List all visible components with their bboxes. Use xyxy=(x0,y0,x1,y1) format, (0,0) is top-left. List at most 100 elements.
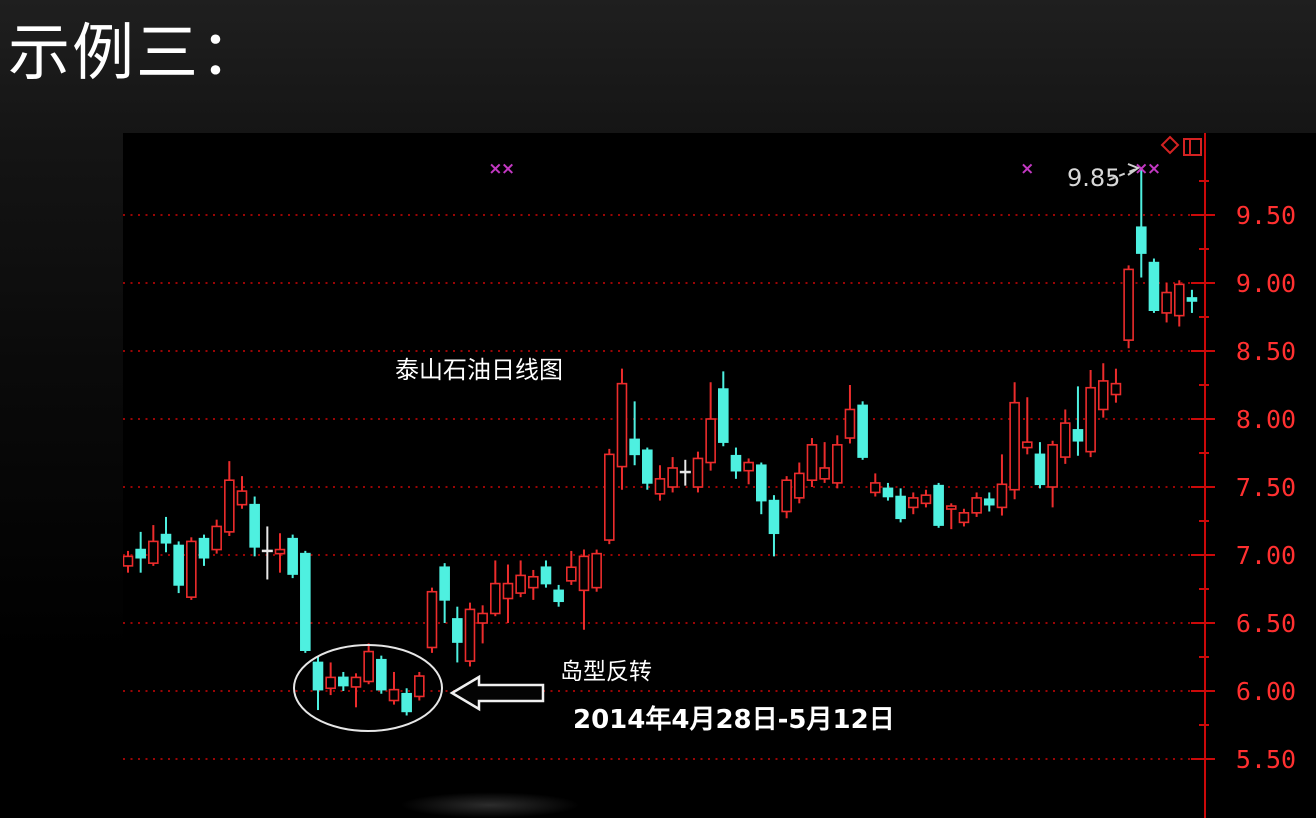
candle xyxy=(933,482,944,528)
candle xyxy=(945,503,957,530)
candle xyxy=(490,560,501,617)
candle-body xyxy=(591,552,602,589)
peak-pointer-arrow-icon xyxy=(1108,163,1141,181)
candle xyxy=(718,371,729,447)
island-reversal-label: 岛型反转 xyxy=(560,659,652,685)
candle xyxy=(907,492,919,515)
candle xyxy=(528,569,539,600)
candle xyxy=(958,508,970,527)
candle-body xyxy=(1161,291,1172,314)
candle xyxy=(350,673,362,708)
candle xyxy=(604,448,615,545)
candle-body xyxy=(705,418,716,464)
candle xyxy=(160,516,172,553)
candle xyxy=(249,496,260,557)
date-range-label: 2014年4月28日-5月12日 xyxy=(573,704,895,735)
candle-body xyxy=(376,658,387,691)
candle xyxy=(1059,409,1071,464)
candle xyxy=(996,454,1008,516)
candle-body xyxy=(211,525,222,551)
candle xyxy=(1173,280,1185,327)
candle xyxy=(338,671,349,691)
candle xyxy=(1072,386,1084,456)
candle xyxy=(667,457,678,493)
candle-body xyxy=(718,388,729,443)
candle xyxy=(224,461,235,536)
candle-body xyxy=(578,555,590,592)
candle xyxy=(376,655,387,694)
candle xyxy=(730,447,742,479)
diamond-icon[interactable] xyxy=(1160,135,1180,155)
candle xyxy=(566,550,577,585)
candle xyxy=(287,534,298,579)
candle-body xyxy=(781,479,792,513)
candle xyxy=(274,533,286,573)
candle-body xyxy=(1110,382,1122,396)
candle xyxy=(312,657,324,711)
candle-body xyxy=(160,533,172,544)
chart-window-controls xyxy=(1160,135,1202,156)
candle-body xyxy=(540,566,552,585)
candle xyxy=(768,495,780,557)
island-arrow-icon xyxy=(449,674,545,712)
chart-title: 泰山石油日线图 xyxy=(395,356,563,384)
candle xyxy=(629,401,640,466)
candle-body xyxy=(1097,380,1109,411)
candle-body xyxy=(692,457,704,488)
candle-body xyxy=(300,552,311,652)
candle-body xyxy=(920,494,932,505)
candle-body xyxy=(667,467,678,488)
candle xyxy=(426,587,438,653)
candle xyxy=(211,519,222,554)
y-tick-label: 8.00 xyxy=(1236,405,1296,434)
candle-body xyxy=(148,540,159,564)
candle xyxy=(540,560,552,588)
candle-body xyxy=(958,512,970,524)
candle xyxy=(591,549,602,592)
candle-body xyxy=(743,461,754,472)
candle xyxy=(692,451,704,493)
candle-body xyxy=(426,590,438,649)
candle-body xyxy=(186,540,197,598)
candle-body xyxy=(1034,453,1046,486)
candle xyxy=(755,462,767,515)
candle-body xyxy=(401,692,412,713)
candle xyxy=(983,492,995,512)
candle-body xyxy=(198,537,210,559)
candle-body xyxy=(857,404,868,458)
candle xyxy=(831,435,843,489)
candle-body xyxy=(945,505,957,510)
candle-body xyxy=(566,566,577,582)
candle-body xyxy=(490,582,501,615)
candle xyxy=(515,560,526,598)
candle-layer xyxy=(123,167,1198,716)
candle-body xyxy=(123,555,134,567)
candle-body xyxy=(616,382,628,468)
restore-window-icon[interactable] xyxy=(1183,138,1202,156)
candle-body xyxy=(350,676,362,688)
candle xyxy=(705,382,716,471)
candle xyxy=(642,447,653,490)
candle xyxy=(1123,265,1134,349)
candle xyxy=(616,368,628,490)
candle-body xyxy=(831,444,843,484)
candle-body xyxy=(1123,268,1134,341)
candle xyxy=(857,401,868,460)
candle xyxy=(1135,167,1147,278)
sell-marker-x-icon: × xyxy=(488,159,502,179)
candle xyxy=(1097,363,1109,418)
y-tick-label: 8.50 xyxy=(1236,337,1296,366)
candle-body xyxy=(274,548,286,555)
candle-body xyxy=(844,408,856,439)
candle-body xyxy=(452,618,463,643)
candle-body xyxy=(1148,261,1160,312)
candle-body xyxy=(464,608,476,662)
candle xyxy=(553,584,564,607)
candle-body xyxy=(983,498,995,506)
candle xyxy=(363,643,374,685)
candle-body xyxy=(224,479,235,533)
candle-body xyxy=(249,503,260,548)
candle xyxy=(806,438,818,487)
candle-body xyxy=(236,490,248,506)
sell-marker-x-icon: × xyxy=(1147,159,1161,179)
